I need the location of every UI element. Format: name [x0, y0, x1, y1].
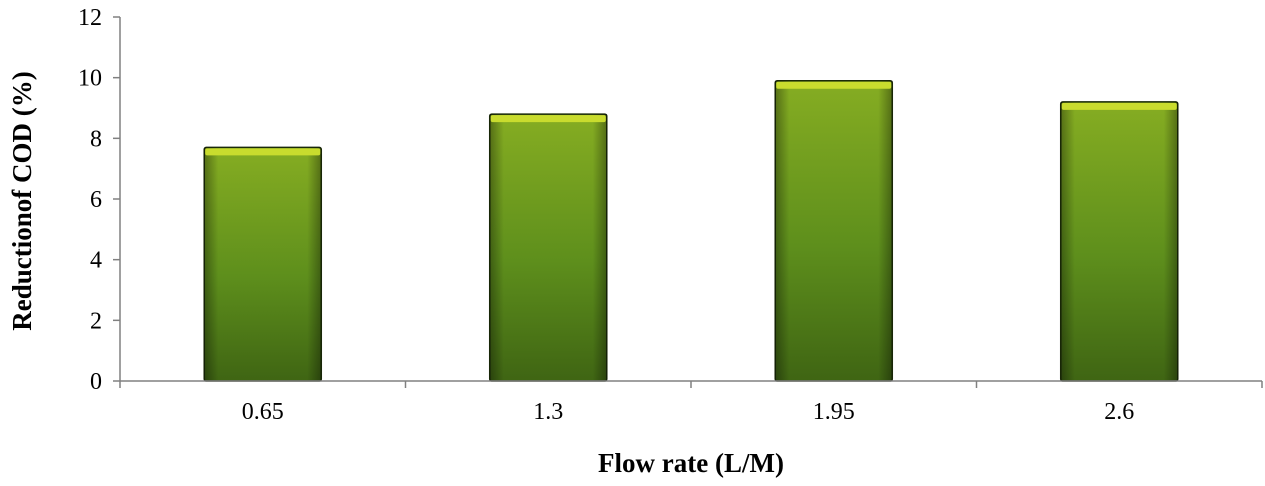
y-tick-label: 10 — [78, 66, 102, 92]
bar-shade — [489, 114, 607, 382]
y-tick-label: 6 — [90, 187, 102, 213]
bar-top-cap — [776, 81, 892, 89]
ticks-layer: 0 2 4 6 8 10 12 0.65 1.3 1.95 2.6 — [78, 5, 1263, 425]
bar-shade — [204, 147, 322, 381]
y-tick-label: 8 — [90, 126, 102, 152]
bar — [203, 146, 323, 382]
x-axis-title: Flow rate (L/M) — [598, 448, 784, 478]
y-tick-label: 0 — [90, 369, 102, 395]
bar-top-cap — [205, 148, 321, 156]
bar — [1059, 101, 1179, 382]
y-tick-label: 12 — [78, 5, 102, 31]
bar — [488, 113, 608, 382]
y-tick-label: 4 — [90, 248, 102, 274]
bar-shade — [1060, 101, 1178, 381]
y-tick-label: 2 — [90, 308, 102, 334]
bar-top-cap — [490, 115, 606, 123]
x-tick-label: 0.65 — [242, 399, 284, 425]
bar-shade — [775, 80, 893, 381]
bars-layer — [203, 79, 1179, 382]
x-tick-label: 1.3 — [533, 399, 563, 425]
y-axis-title: Reductionof COD (%) — [7, 71, 37, 330]
bar — [774, 79, 894, 382]
x-tick-label: 2.6 — [1104, 399, 1134, 425]
x-tick-label: 1.95 — [813, 399, 855, 425]
bar-top-cap — [1061, 102, 1177, 110]
